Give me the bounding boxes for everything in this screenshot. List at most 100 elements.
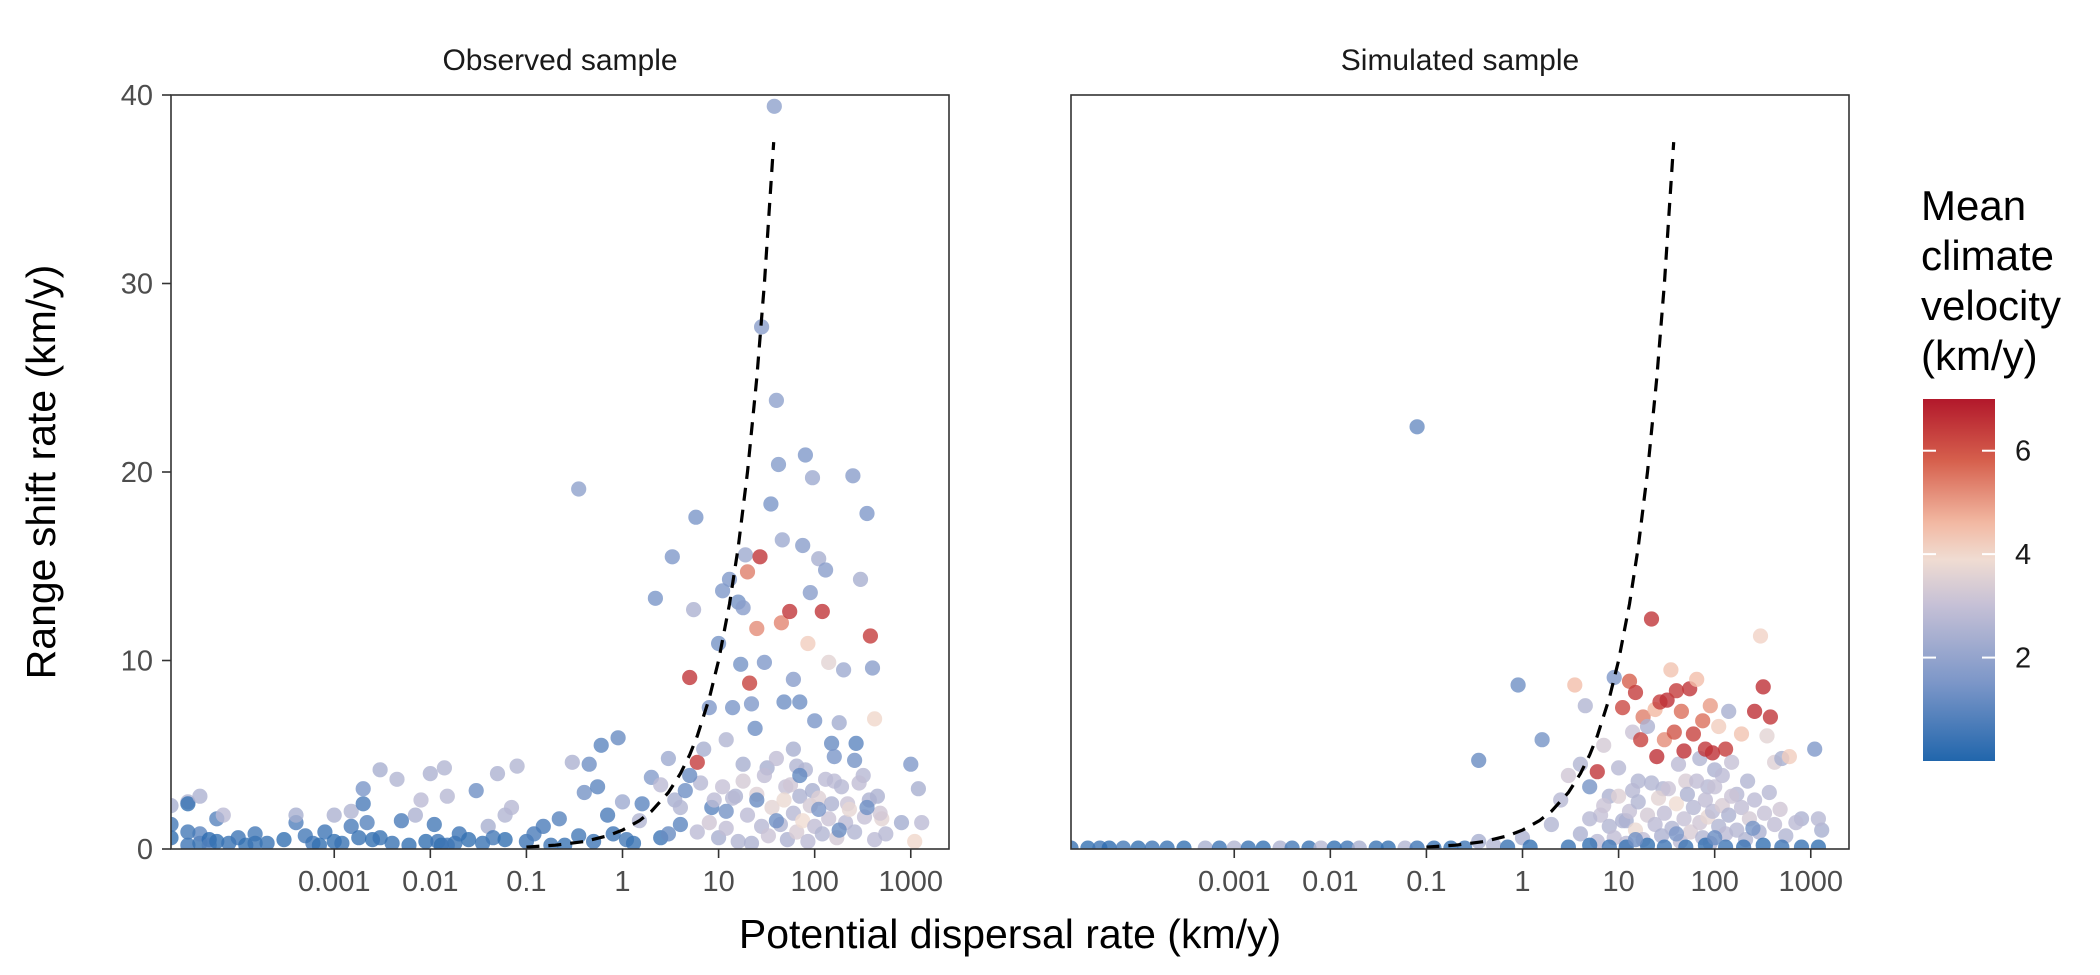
colorbar [1923, 399, 1995, 761]
scatter-point [171, 816, 179, 833]
legend-title-line: Mean [1921, 182, 2026, 229]
scatter-point [867, 832, 883, 848]
scatter-point [1685, 799, 1701, 816]
x-tick-label: 0.001 [298, 866, 371, 898]
scatter-point [1643, 775, 1660, 791]
scatter-point [192, 788, 208, 804]
scatter-point [1115, 840, 1131, 849]
scatter-point [372, 830, 388, 846]
scatter-point [743, 696, 760, 712]
scatter-point [768, 813, 785, 829]
scatter-point [1656, 839, 1672, 849]
scatter-point [862, 628, 879, 644]
scatter-point [782, 777, 799, 793]
scatter-point [1747, 703, 1763, 720]
scatter-point [867, 711, 883, 727]
scatter-point [1767, 816, 1783, 833]
scatter-point [1284, 840, 1300, 849]
scatter-point [418, 833, 434, 849]
x-tick-label: 1 [1514, 866, 1530, 898]
scatter-point [1668, 796, 1684, 812]
scatter-point [910, 781, 927, 797]
scatter-point [401, 837, 417, 849]
scatter-point [1144, 840, 1160, 849]
scatter-point [276, 832, 292, 848]
scatter-point [334, 835, 350, 849]
scatter-point [1582, 779, 1598, 795]
x-tick-label: 0.1 [506, 866, 546, 898]
scatter-point [1714, 767, 1730, 784]
colorbar-tick-label: 6 [2015, 436, 2031, 468]
colorbar-ticks: 2 4 6 [1923, 436, 2031, 675]
scatter-point [718, 803, 734, 819]
scatter-point [1707, 830, 1723, 846]
scatter-point [754, 319, 770, 335]
scatter-point [557, 837, 573, 849]
scatter-point [749, 792, 765, 808]
scatter-point [1211, 840, 1227, 849]
scatter-point [782, 603, 798, 620]
scatter-point [852, 571, 869, 588]
panel-simulated: Simulated sample 0.001 0.01 0.1 1 10 100 1000 [1070, 44, 1850, 898]
scatter-point [800, 833, 816, 849]
scatter-point [1101, 840, 1117, 849]
scatter-point [1380, 840, 1396, 849]
scatter-point [768, 392, 785, 408]
x-tick-label: 100 [790, 866, 838, 898]
scatter-point [859, 799, 875, 816]
scatter-point [171, 830, 179, 846]
scatter-point [1625, 783, 1641, 799]
scatter-point [1197, 840, 1213, 849]
scatter-point [1689, 671, 1705, 688]
scatter-point [718, 820, 734, 836]
scatter-point [311, 837, 327, 849]
scatter-point [593, 737, 609, 753]
scatter-point [653, 777, 669, 793]
scatter-point [811, 801, 827, 818]
scatter-point [833, 779, 850, 795]
scatter-point [1793, 839, 1810, 849]
scatter-point [1682, 824, 1699, 840]
reference-curve-observed [526, 141, 776, 849]
panel-observed: Observed sample 0 10 20 30 40 0.001 0.01 0.1 1 1… [121, 44, 950, 898]
scatter-point [1471, 752, 1487, 769]
scatter-point [686, 602, 702, 618]
scatter-point [802, 585, 818, 601]
scatter-point [1762, 709, 1778, 725]
scatter-point [785, 741, 802, 757]
scatter-point [1649, 749, 1665, 765]
scatter-point [792, 694, 808, 710]
scatter-point [590, 779, 606, 795]
scatter-point [814, 603, 830, 620]
scatter-point [743, 835, 760, 849]
scatter-point [1724, 788, 1740, 804]
scatter-point [800, 635, 816, 652]
scatter-point [1772, 801, 1788, 818]
scatter-point [407, 807, 423, 823]
scatter-point [610, 730, 626, 746]
scatter-point [343, 818, 359, 835]
scatter-point [836, 662, 852, 678]
scatter-point [824, 796, 840, 812]
scatter-point [824, 735, 840, 752]
scatter-point [682, 669, 698, 686]
scatter-point [1339, 840, 1355, 849]
scatter-point [1721, 703, 1737, 720]
scatter-point [581, 756, 597, 772]
scatter-point [795, 537, 811, 554]
scatter-point [766, 98, 782, 114]
scatter-point [1695, 713, 1711, 729]
scatter-point [436, 760, 452, 776]
scatter-point [689, 754, 705, 770]
scatter-point [355, 796, 371, 812]
scatter-point [1606, 669, 1622, 686]
scatter-point [797, 447, 814, 463]
scatter-point [737, 547, 754, 563]
scatter-point [893, 815, 910, 831]
scatter-point [821, 811, 837, 827]
scatter-point [171, 798, 179, 814]
scatter-point [845, 468, 861, 484]
scatter-point [1500, 839, 1516, 849]
scatter-point [1752, 628, 1769, 644]
legend-title-line: velocity [1921, 282, 2061, 329]
